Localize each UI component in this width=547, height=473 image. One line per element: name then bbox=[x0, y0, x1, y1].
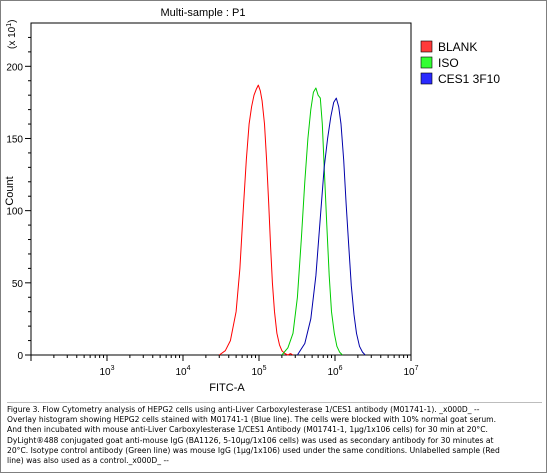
x-tick-label: 107 bbox=[403, 365, 418, 378]
y-tick-label: 100 bbox=[6, 207, 23, 218]
x-tick-label: 106 bbox=[327, 365, 342, 378]
multiplier-suffix: ) bbox=[7, 20, 18, 23]
x-tick-label: 105 bbox=[251, 365, 266, 378]
y-tick-label: 200 bbox=[6, 62, 23, 73]
histogram-chart: Multi-sample : P1 (x 101) Count FITC-A 0… bbox=[4, 7, 500, 394]
y-tick-label: 0 bbox=[17, 351, 23, 362]
legend-label: ISO bbox=[438, 56, 459, 70]
x-tick-label: 103 bbox=[99, 365, 114, 378]
legend-label: CES1 3F10 bbox=[438, 72, 500, 86]
series-line-blank bbox=[219, 84, 294, 356]
figure-caption: Figure 3. Flow Cytometry analysis of HEP… bbox=[7, 402, 542, 466]
svg-text:(x 101): (x 101) bbox=[6, 20, 18, 49]
y-axis-ticks: 0 50 100 150 200 bbox=[6, 36, 31, 362]
series-line-iso bbox=[281, 87, 343, 356]
legend-swatch bbox=[420, 40, 433, 53]
plot-frame bbox=[30, 22, 412, 356]
chart-title: Multi-sample : P1 bbox=[161, 7, 246, 19]
y-axis-multiplier: (x 101) bbox=[6, 20, 18, 49]
y-tick-label: 50 bbox=[12, 279, 24, 290]
x-axis-ticks: 103 104 105 106 107 bbox=[30, 355, 419, 378]
legend-swatch bbox=[420, 56, 433, 69]
legend-label: BLANK bbox=[438, 40, 477, 54]
y-axis-label: Count bbox=[4, 176, 16, 205]
multiplier-prefix: (x 10 bbox=[7, 26, 18, 49]
x-axis-label: FITC-A bbox=[209, 382, 245, 394]
legend: BLANK ISO CES1 3F10 bbox=[420, 40, 500, 86]
series-line-ces1-3f10 bbox=[296, 97, 366, 356]
series-layer bbox=[219, 84, 366, 356]
legend-swatch bbox=[420, 72, 433, 85]
y-tick-label: 150 bbox=[6, 134, 23, 145]
x-tick-label: 104 bbox=[175, 365, 190, 378]
multiplier-exponent: 1 bbox=[6, 23, 13, 27]
